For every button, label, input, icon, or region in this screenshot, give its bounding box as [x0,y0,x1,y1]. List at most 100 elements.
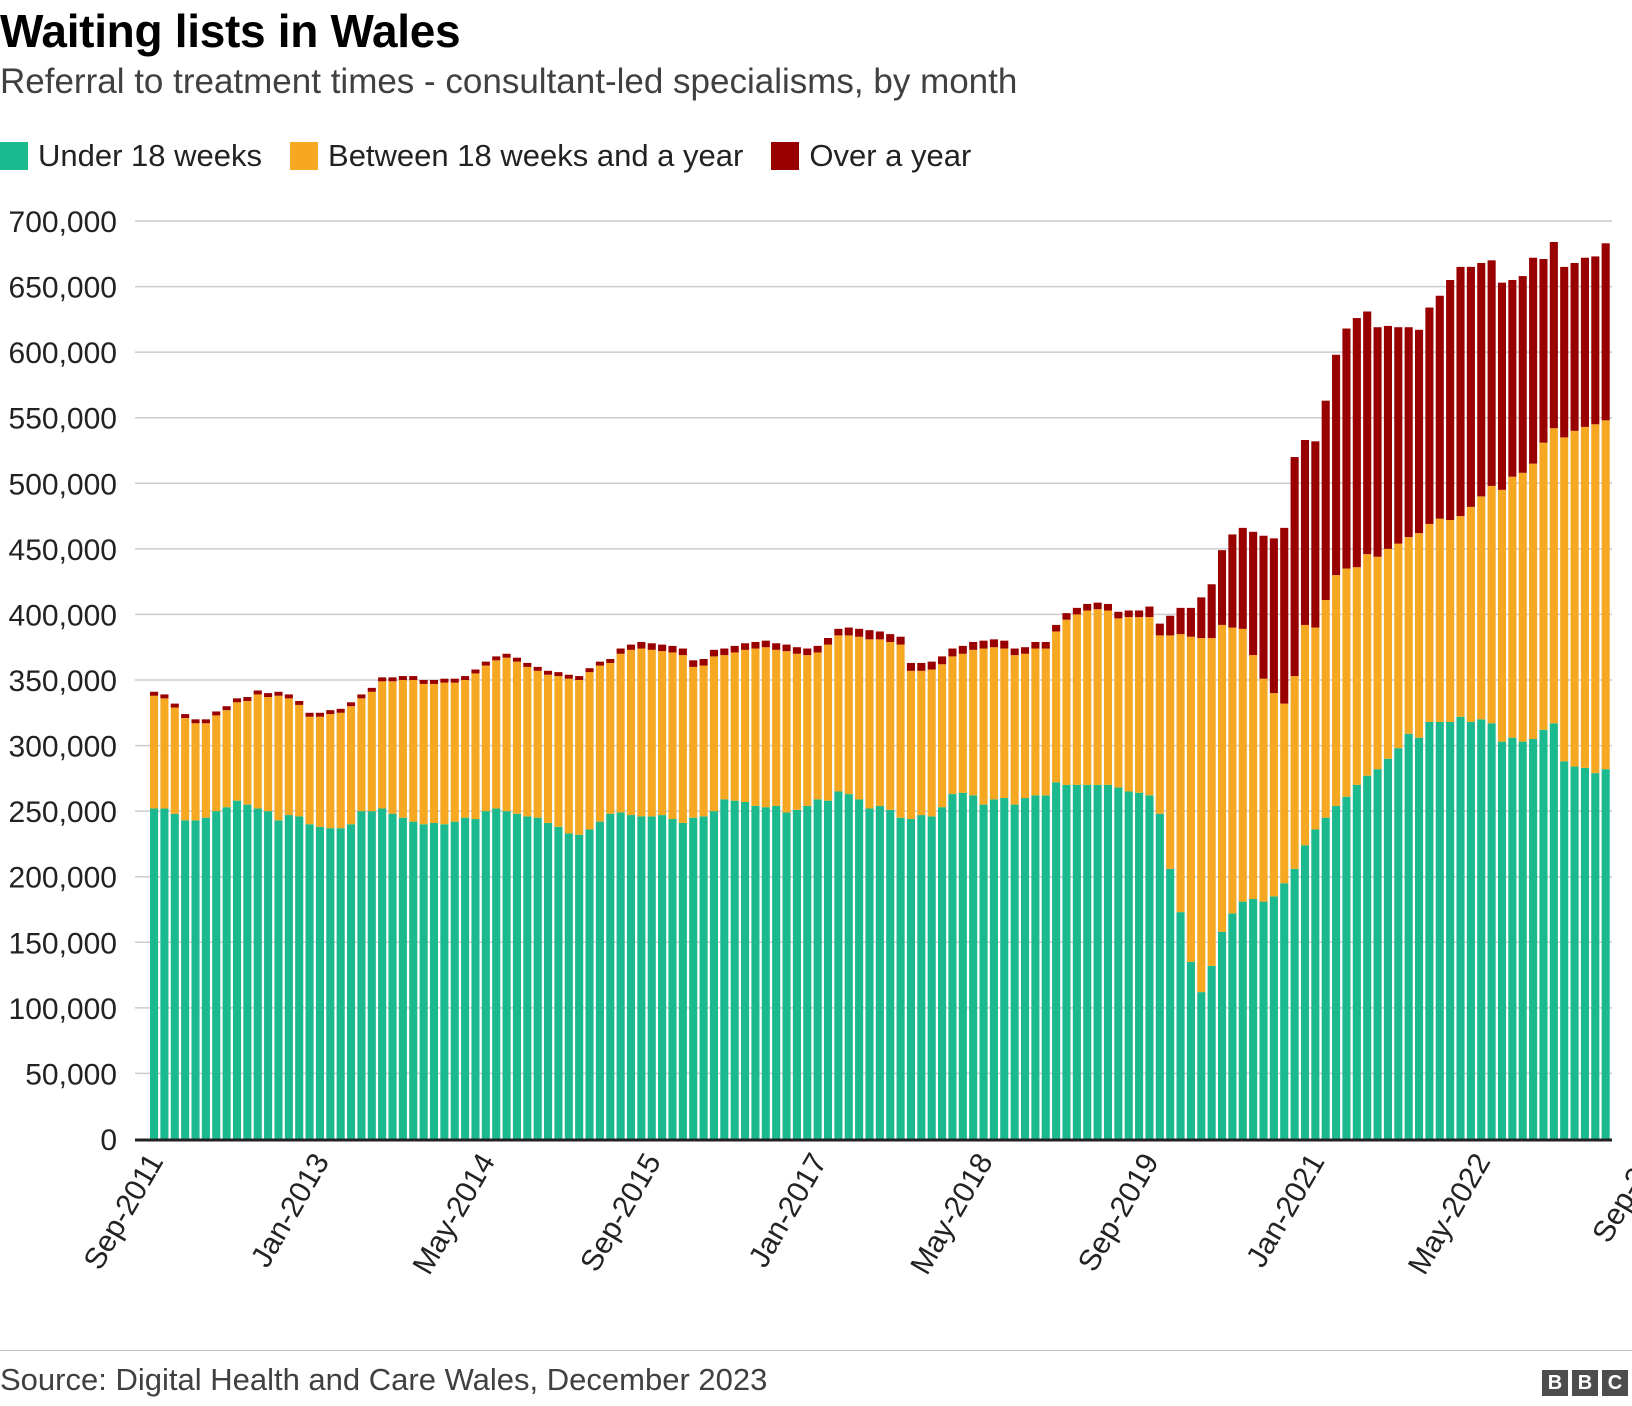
bar-segment-between [1145,617,1154,796]
bar-segment-between [979,648,988,805]
bar-segment-over-a-year [1425,307,1434,524]
bar-segment-between [481,665,490,812]
bar-segment-between [440,682,449,825]
bar-segment-under-18-weeks [471,819,480,1139]
bar-segment-under-18-weeks [1155,813,1164,1139]
bar-segment-over-a-year [1197,597,1206,639]
bar-segment-over-a-year [1591,256,1600,425]
x-tick-label: May-2014 [407,1148,502,1280]
bar-segment-between [1135,617,1144,793]
bar-segment-between [1124,617,1133,792]
bar-segment-between [1425,523,1434,722]
bar-segment-under-18-weeks [481,811,490,1139]
bar-segment-under-18-weeks [429,822,439,1139]
bar-segment-over-a-year [875,631,884,640]
bar-segment-between [512,661,521,814]
bar-segment-over-a-year [492,656,501,661]
bar-segment-between [855,636,864,800]
bar-segment-over-a-year [896,636,905,645]
bar-segment-between [896,644,905,818]
bar-segment-under-18-weeks [1477,719,1486,1139]
bar-segment-under-18-weeks [544,822,553,1139]
bar-segment-between [1487,485,1496,724]
logo-letter: B [1542,1370,1568,1396]
bar-segment-between [295,704,304,817]
bar-segment-over-a-year [616,648,625,654]
y-tick-label: 550,000 [9,403,117,436]
bar-segment-over-a-year [658,644,667,652]
bar-segment-between [958,653,967,793]
bar-segment-under-18-weeks [1560,761,1569,1139]
bar-segment-between [1020,653,1030,799]
bar-segment-over-a-year [181,714,190,719]
bar-segment-under-18-weeks [1487,723,1496,1139]
bar-segment-over-a-year [398,676,407,680]
bar-segment-between [533,670,542,818]
bar-segment-under-18-weeks [378,808,387,1139]
bar-segment-between [523,666,532,817]
bar-segment-over-a-year [1031,641,1040,649]
bar-segment-under-18-weeks [979,804,988,1139]
bar-segment-over-a-year [989,639,998,648]
y-tick-label: 50,000 [25,1058,117,1091]
bar-segment-between [564,678,573,834]
bar-segment-between [232,702,242,801]
bar-segment-under-18-weeks [264,811,273,1139]
x-tick-label: May-2018 [904,1148,999,1280]
bar-segment-between [1529,463,1538,740]
bar-segment-over-a-year [1394,327,1403,544]
bar-segment-over-a-year [554,672,563,677]
y-tick-label: 200,000 [9,862,117,895]
bar-segment-over-a-year [1580,257,1589,427]
bar-segment-under-18-weeks [1103,784,1113,1139]
y-tick-label: 650,000 [9,272,117,305]
bar-segment-over-a-year [699,659,708,666]
bar-segment-under-18-weeks [243,804,252,1139]
bar-segment-under-18-weeks [1114,787,1123,1139]
bar-segment-between [1570,430,1579,767]
bar-segment-over-a-year [481,661,490,666]
bar-segment-under-18-weeks [938,807,947,1139]
bar-segment-under-18-weeks [284,815,293,1139]
bar-segment-between [150,695,159,809]
bar-segment-over-a-year [751,641,760,649]
bar-segment-over-a-year [1052,624,1061,632]
bar-segment-under-18-weeks [1280,883,1289,1139]
bar-segment-under-18-weeks [1186,961,1195,1139]
bar-segment-under-18-weeks [896,817,905,1139]
bar-segment-between [378,681,387,809]
bar-segment-under-18-weeks [440,824,449,1139]
bar-segment-under-18-weeks [1352,784,1361,1139]
bar-segment-under-18-weeks [575,834,584,1139]
bar-segment-between [1207,638,1216,966]
bar-segment-between [1093,609,1102,785]
bar-segment-over-a-year [1249,531,1258,656]
bar-segment-over-a-year [1269,538,1278,694]
bar-segment-between [948,656,957,795]
bar-segment-between [1560,437,1569,762]
bar-segment-under-18-weeks [969,795,978,1139]
bar-segment-under-18-weeks [886,809,895,1139]
bar-segment-between [1518,472,1527,742]
bar-segment-between [1332,575,1341,806]
bar-segment-between [1601,420,1610,770]
bar-segment-between [1383,548,1392,759]
bar-segment-between [1456,516,1465,717]
bar-segment-over-a-year [906,662,916,671]
bar-segment-between [1269,693,1278,897]
bar-segment-under-18-weeks [1052,782,1061,1139]
bar-segment-under-18-weeks [1394,748,1403,1139]
bar-segment-between [730,652,739,801]
bar-segment-over-a-year [212,711,221,716]
bar-segment-over-a-year [1217,550,1227,625]
bar-segment-between [1591,424,1600,774]
bar-segment-between [1176,634,1185,913]
bar-segment-between [1539,442,1548,730]
bar-segment-over-a-year [1570,262,1579,431]
bar-segment-between [927,669,936,817]
bar-segment-over-a-year [1093,602,1102,610]
bar-segment-over-a-year [409,676,418,680]
bar-segment-over-a-year [1508,280,1517,477]
bar-segment-under-18-weeks [367,811,376,1139]
bar-segment-between [544,674,553,823]
